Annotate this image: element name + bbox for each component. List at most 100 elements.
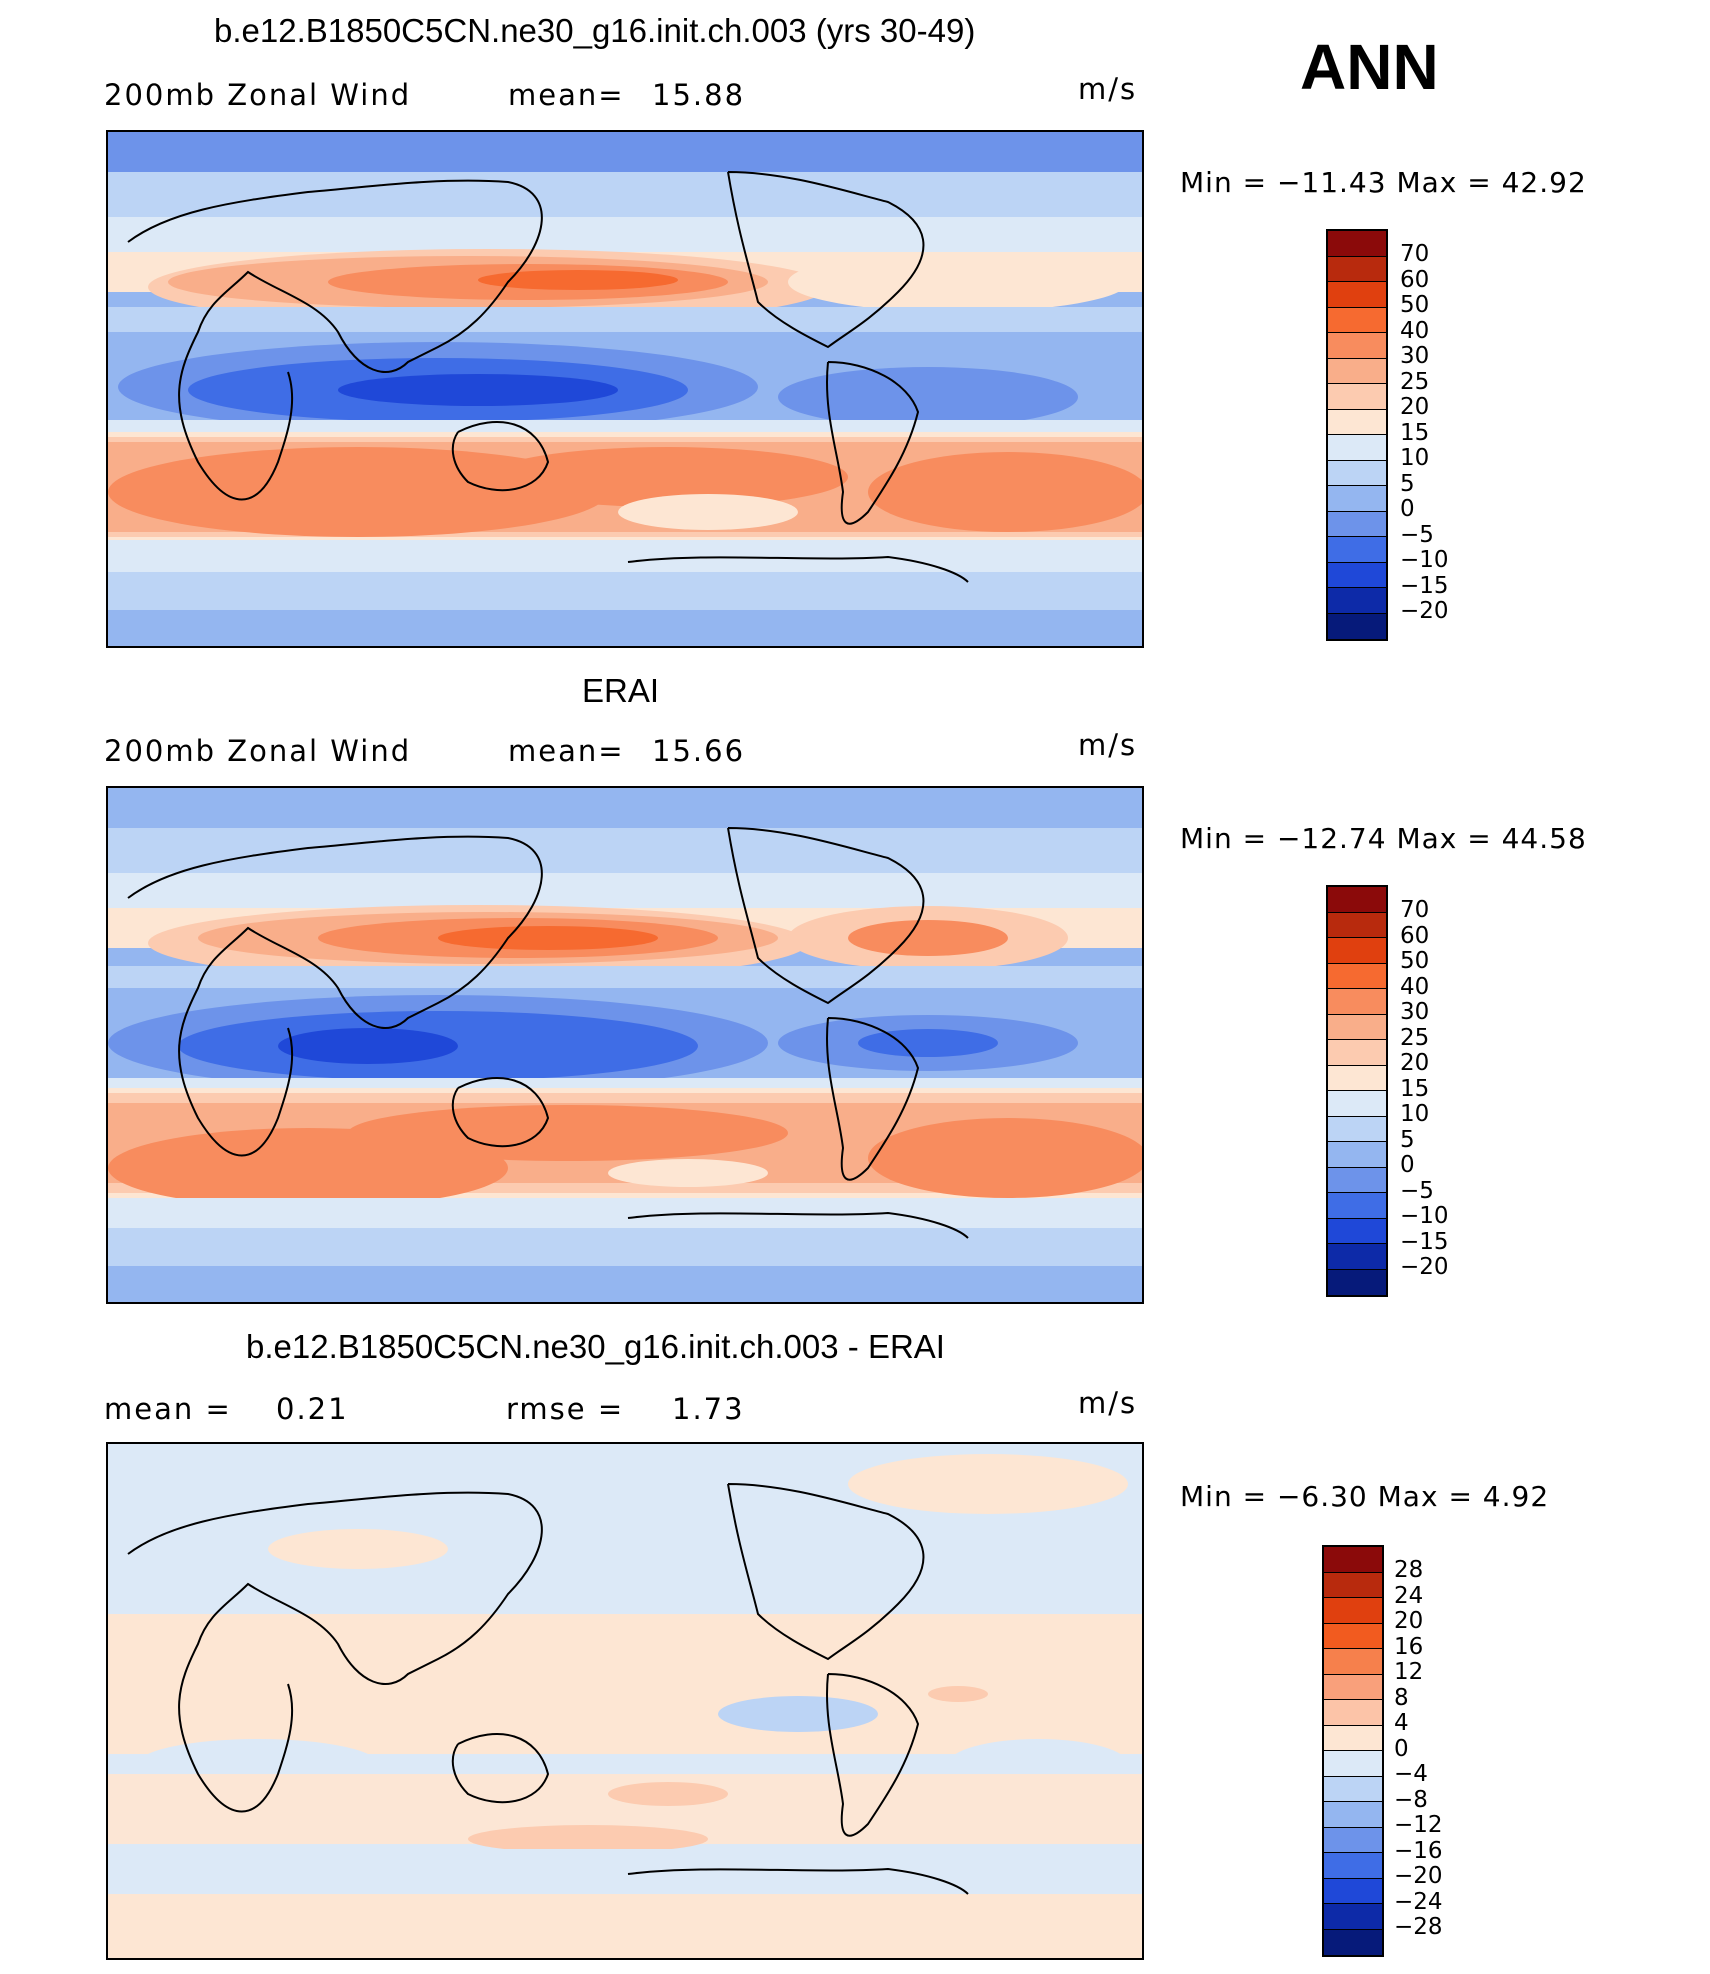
colorbar-tick-label: −15 bbox=[1400, 572, 1449, 599]
map-model-field bbox=[108, 132, 1142, 646]
colorbar-swatch bbox=[1328, 333, 1386, 359]
colorbar-tick-label: −24 bbox=[1394, 1888, 1443, 1915]
colorbar-tick-label: 5 bbox=[1400, 1126, 1415, 1153]
colorbar-tick-label: −8 bbox=[1394, 1786, 1428, 1813]
colorbar-tick-label: 8 bbox=[1394, 1684, 1409, 1711]
colorbar-swatch bbox=[1328, 435, 1386, 461]
colorbar-swatch bbox=[1328, 1244, 1386, 1270]
minmax-obs: Min = −12.74 Max = 44.58 bbox=[1180, 822, 1587, 855]
diff-rmse-value: 1.73 bbox=[672, 1392, 745, 1426]
colorbar-swatch bbox=[1324, 1802, 1382, 1828]
colorbar-swatch bbox=[1328, 486, 1386, 512]
colorbar-tick-label: 20 bbox=[1400, 1050, 1430, 1076]
colorbar-swatch bbox=[1324, 1878, 1382, 1904]
colorbar-labels-obs: 70 60 50 40 30 25 20 15 10 5 0 −5 −10 −15 −20 bbox=[1400, 897, 1449, 1281]
colorbar-swatch bbox=[1328, 282, 1386, 308]
colorbar-tick-label: −12 bbox=[1394, 1812, 1443, 1838]
variable-label-model: 200mb Zonal Wind bbox=[104, 78, 412, 112]
colorbar-swatch bbox=[1328, 1091, 1386, 1117]
map-diff bbox=[106, 1442, 1144, 1960]
colorbar-tick-label: −20 bbox=[1394, 1863, 1443, 1889]
colorbar-swatch bbox=[1328, 1142, 1386, 1168]
colorbar-swatch bbox=[1328, 1116, 1386, 1142]
colorbar-tick-label: −28 bbox=[1394, 1914, 1443, 1940]
mean-value-obs: 15.66 bbox=[652, 734, 746, 768]
map-diff-field bbox=[108, 1444, 1142, 1958]
colorbar-tick-label: 12 bbox=[1394, 1659, 1424, 1685]
unit-label-model: m/s bbox=[1078, 72, 1138, 106]
minmax-diff: Min = −6.30 Max = 4.92 bbox=[1180, 1480, 1550, 1513]
colorbar-swatch bbox=[1328, 307, 1386, 333]
colorbar-swatch bbox=[1328, 1014, 1386, 1040]
mean-label-obs: mean= bbox=[508, 734, 625, 768]
unit-label-diff: m/s bbox=[1078, 1386, 1138, 1420]
colorbar-swatch bbox=[1328, 358, 1386, 384]
colorbar-swatch bbox=[1328, 562, 1386, 588]
colorbar-swatch bbox=[1328, 511, 1386, 537]
colorbar-tick-label: 60 bbox=[1400, 922, 1430, 949]
diff-rmse-label: rmse = bbox=[506, 1392, 625, 1426]
colorbar-swatch bbox=[1324, 1853, 1382, 1879]
colorbar-tick-label: 30 bbox=[1400, 999, 1430, 1025]
colorbar-diff bbox=[1322, 1545, 1384, 1957]
colorbar-swatch bbox=[1324, 1725, 1382, 1751]
colorbar-tick-label: 60 bbox=[1400, 266, 1430, 293]
colorbar-tick-label: 0 bbox=[1394, 1735, 1409, 1762]
colorbar-tick-label: 0 bbox=[1400, 496, 1415, 522]
colorbar-tick-label: −5 bbox=[1400, 521, 1434, 548]
colorbar-swatch bbox=[1324, 1929, 1382, 1955]
colorbar-swatch bbox=[1328, 989, 1386, 1015]
mean-value-model: 15.88 bbox=[652, 78, 746, 112]
colorbar-tick-label: 70 bbox=[1400, 897, 1430, 923]
diff-mean-label: mean = bbox=[104, 1392, 232, 1426]
colorbar-swatch bbox=[1328, 384, 1386, 410]
colorbar-tick-label: 0 bbox=[1400, 1152, 1415, 1178]
map-obs-field bbox=[108, 788, 1142, 1302]
colorbar-tick-label: −15 bbox=[1400, 1228, 1449, 1255]
colorbar-tick-label: 20 bbox=[1400, 394, 1430, 420]
colorbar-tick-label: −20 bbox=[1400, 1254, 1449, 1280]
colorbar-swatch bbox=[1324, 1827, 1382, 1853]
unit-label-obs: m/s bbox=[1078, 728, 1138, 762]
colorbar-labels-diff: 28 24 20 16 12 8 4 0 −4 −8 −12 −16 −20 −24 −28 bbox=[1394, 1557, 1443, 1941]
colorbar-obs bbox=[1326, 885, 1388, 1297]
colorbar-swatch bbox=[1328, 537, 1386, 563]
colorbar-swatch bbox=[1324, 1674, 1382, 1700]
colorbar-tick-label: 50 bbox=[1400, 292, 1430, 318]
colorbar-tick-label: −5 bbox=[1400, 1177, 1434, 1204]
colorbar-tick-label: 10 bbox=[1400, 445, 1430, 471]
colorbar-swatch bbox=[1328, 1040, 1386, 1066]
colorbar-swatch bbox=[1328, 1269, 1386, 1295]
colorbar-tick-label: 40 bbox=[1400, 317, 1430, 344]
colorbar-swatch bbox=[1328, 1065, 1386, 1091]
colorbar-tick-label: 24 bbox=[1394, 1582, 1424, 1609]
mean-label-model: mean= bbox=[508, 78, 625, 112]
colorbar-swatch bbox=[1328, 887, 1386, 913]
minmax-model: Min = −11.43 Max = 42.92 bbox=[1180, 166, 1587, 199]
map-model bbox=[106, 130, 1144, 648]
colorbar-tick-label: 15 bbox=[1400, 1075, 1430, 1102]
colorbar-swatch bbox=[1328, 460, 1386, 486]
colorbar-tick-label: 20 bbox=[1394, 1608, 1424, 1634]
colorbar-swatch bbox=[1328, 1193, 1386, 1219]
colorbar-swatch bbox=[1324, 1700, 1382, 1726]
colorbar-swatch bbox=[1328, 912, 1386, 938]
colorbar-tick-label: 16 bbox=[1394, 1633, 1424, 1660]
colorbar-tick-label: 4 bbox=[1394, 1710, 1409, 1736]
colorbar-tick-label: 25 bbox=[1400, 368, 1430, 395]
colorbar-swatch bbox=[1324, 1649, 1382, 1675]
colorbar-tick-label: 25 bbox=[1400, 1024, 1430, 1051]
colorbar-swatch bbox=[1324, 1623, 1382, 1649]
panel-title-model: b.e12.B1850C5CN.ne30_g16.init.ch.003 (yr… bbox=[214, 12, 976, 49]
colorbar-swatch bbox=[1328, 963, 1386, 989]
colorbar-tick-label: −16 bbox=[1394, 1837, 1443, 1864]
colorbar-tick-label: −4 bbox=[1394, 1761, 1428, 1787]
colorbar-swatch bbox=[1328, 613, 1386, 639]
variable-label-obs: 200mb Zonal Wind bbox=[104, 734, 412, 768]
colorbar-labels-model: 70 60 50 40 30 25 20 15 10 5 0 −5 −10 −15 −20 bbox=[1400, 241, 1449, 625]
colorbar-tick-label: 30 bbox=[1400, 343, 1430, 369]
colorbar-swatch bbox=[1324, 1776, 1382, 1802]
colorbar-swatch bbox=[1324, 1572, 1382, 1598]
colorbar-tick-label: −20 bbox=[1400, 598, 1449, 624]
colorbar-tick-label: −10 bbox=[1400, 1203, 1449, 1229]
